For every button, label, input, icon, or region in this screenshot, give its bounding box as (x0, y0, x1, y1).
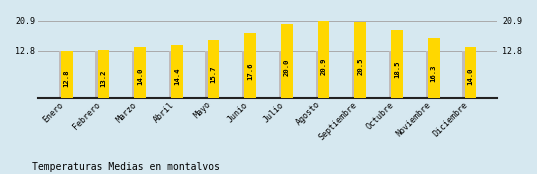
Text: 20.0: 20.0 (284, 59, 290, 76)
Text: 14.0: 14.0 (137, 68, 143, 85)
Text: 15.7: 15.7 (211, 65, 216, 83)
Text: 14.4: 14.4 (174, 67, 180, 85)
Bar (426, 51, 436, 98)
Bar (428, 38, 440, 98)
Text: 20.5: 20.5 (357, 58, 364, 75)
Bar (316, 51, 326, 98)
Bar (389, 51, 399, 98)
Text: 12.8: 12.8 (64, 70, 70, 87)
Bar (462, 51, 473, 98)
Text: 16.3: 16.3 (431, 64, 437, 82)
Text: 17.6: 17.6 (247, 62, 253, 80)
Bar (318, 21, 330, 98)
Bar (98, 50, 110, 98)
Bar (391, 30, 403, 98)
Bar (281, 24, 293, 98)
Bar (279, 51, 289, 98)
Bar (61, 51, 72, 98)
Bar (244, 33, 256, 98)
Text: Temperaturas Medias en montalvos: Temperaturas Medias en montalvos (32, 162, 220, 172)
Bar (242, 51, 252, 98)
Bar (208, 40, 220, 98)
Bar (134, 46, 146, 98)
Bar (96, 51, 106, 98)
Text: 14.0: 14.0 (467, 68, 474, 85)
Bar (465, 46, 476, 98)
Bar (206, 51, 216, 98)
Bar (169, 51, 179, 98)
Text: 20.9: 20.9 (321, 57, 326, 75)
Text: 13.2: 13.2 (100, 69, 106, 87)
Bar (132, 51, 142, 98)
Bar (59, 51, 69, 98)
Bar (352, 51, 362, 98)
Text: 18.5: 18.5 (394, 61, 400, 78)
Bar (171, 45, 183, 98)
Bar (354, 22, 366, 98)
